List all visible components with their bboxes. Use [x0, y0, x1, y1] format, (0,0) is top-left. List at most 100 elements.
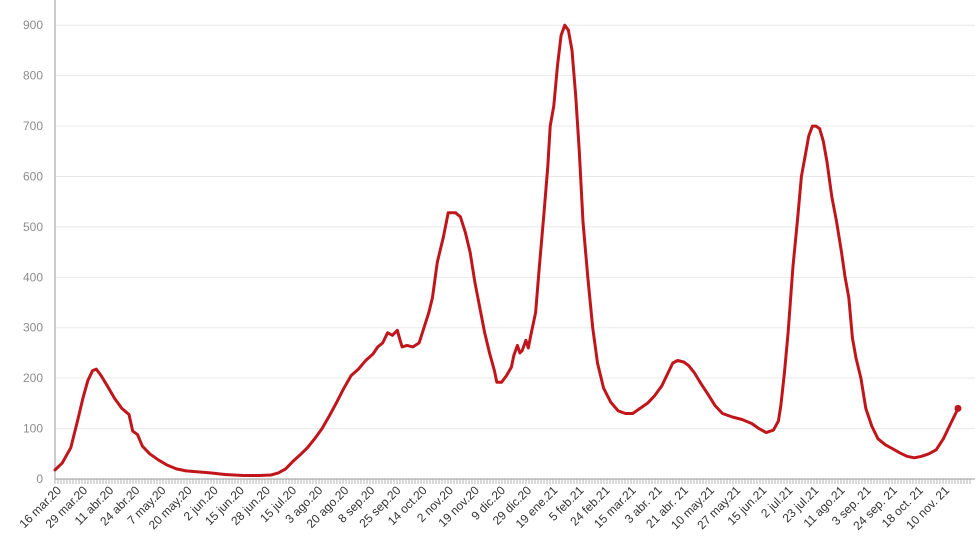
data-point: [870, 424, 873, 428]
data-point: [822, 140, 825, 143]
data-point: [371, 352, 375, 356]
data-point: [131, 429, 134, 433]
series-line: [53, 23, 960, 477]
data-point: [478, 306, 481, 309]
data-point: [505, 374, 508, 377]
data-point: [473, 281, 477, 284]
data-point: [581, 220, 585, 224]
data-point: [954, 412, 957, 415]
data-point: [646, 402, 649, 405]
data-point: [500, 381, 503, 384]
data-point: [483, 331, 486, 334]
data-point: [884, 443, 887, 446]
data-point: [920, 455, 923, 458]
data-point: [731, 415, 734, 419]
data-point: [552, 104, 555, 108]
data-point: [740, 418, 744, 421]
data-point: [468, 250, 472, 254]
data-point: [328, 414, 331, 418]
data-point: [567, 29, 570, 32]
data-point: [442, 235, 445, 239]
data-point: [529, 334, 532, 337]
data-point: [495, 381, 498, 384]
data-point: [521, 349, 524, 352]
data-point: [209, 471, 212, 475]
data-point: [942, 437, 945, 440]
data-point: [847, 296, 850, 299]
y-tick-label: 0: [36, 472, 43, 486]
data-point: [342, 387, 346, 390]
data-point: [454, 211, 457, 214]
data-point: [570, 49, 574, 52]
data-point: [86, 379, 90, 382]
data-point: [830, 195, 833, 198]
data-point: [277, 471, 280, 475]
data-point: [241, 474, 245, 477]
data-point: [527, 346, 530, 350]
data-point: [431, 296, 434, 299]
data-point: [364, 359, 367, 362]
y-tick-label: 900: [23, 18, 43, 32]
data-point: [660, 384, 664, 387]
data-point: [596, 361, 599, 365]
data-point: [518, 351, 522, 355]
data-point: [411, 345, 415, 349]
data-point: [381, 341, 384, 345]
last-data-point: [954, 404, 962, 412]
data-point: [335, 401, 338, 404]
data-point: [91, 369, 94, 372]
data-point: [574, 94, 577, 98]
data-point: [320, 427, 324, 430]
data-point: [459, 215, 462, 218]
data-point: [840, 250, 843, 254]
data-point: [835, 220, 838, 224]
data-point: [512, 354, 515, 357]
data-point: [53, 468, 57, 472]
data-point: [127, 413, 131, 416]
data-point: [631, 412, 634, 415]
data-point: [779, 404, 782, 408]
data-point: [891, 447, 894, 450]
data-point: [666, 371, 670, 375]
data-point: [602, 387, 605, 390]
data-point: [422, 326, 426, 329]
data-point: [949, 422, 952, 425]
data-point: [796, 215, 799, 218]
data-point: [563, 24, 566, 27]
data-point: [617, 409, 620, 413]
data-point: [534, 311, 537, 314]
data-point: [136, 433, 139, 436]
data-point: [927, 452, 931, 455]
data-point: [405, 344, 409, 347]
data-point: [803, 155, 807, 158]
grid-lines: [55, 24, 975, 430]
data-point: [786, 331, 790, 334]
data-point: [284, 467, 287, 471]
data-point: [165, 463, 168, 467]
data-point: [807, 134, 810, 138]
data-point: [876, 437, 880, 440]
data-point: [396, 329, 399, 332]
y-tick-label: 700: [23, 119, 43, 133]
data-point: [516, 344, 519, 347]
data-point: [851, 336, 854, 339]
data-point: [750, 422, 753, 425]
data-point: [99, 374, 103, 377]
data-point: [706, 393, 710, 396]
data-point: [76, 417, 80, 420]
y-tick-label: 100: [23, 422, 43, 436]
data-point: [398, 337, 401, 340]
data-point: [783, 371, 786, 375]
x-axis-tick-marks: [54, 479, 971, 484]
data-point: [624, 412, 627, 415]
data-point: [556, 64, 559, 67]
data-point: [113, 397, 116, 400]
data-point: [291, 460, 295, 463]
data-point: [524, 339, 528, 342]
data-point: [81, 397, 85, 400]
data-point: [357, 367, 360, 371]
y-tick-label: 300: [23, 321, 43, 335]
data-point: [95, 367, 98, 371]
data-point: [141, 445, 144, 448]
